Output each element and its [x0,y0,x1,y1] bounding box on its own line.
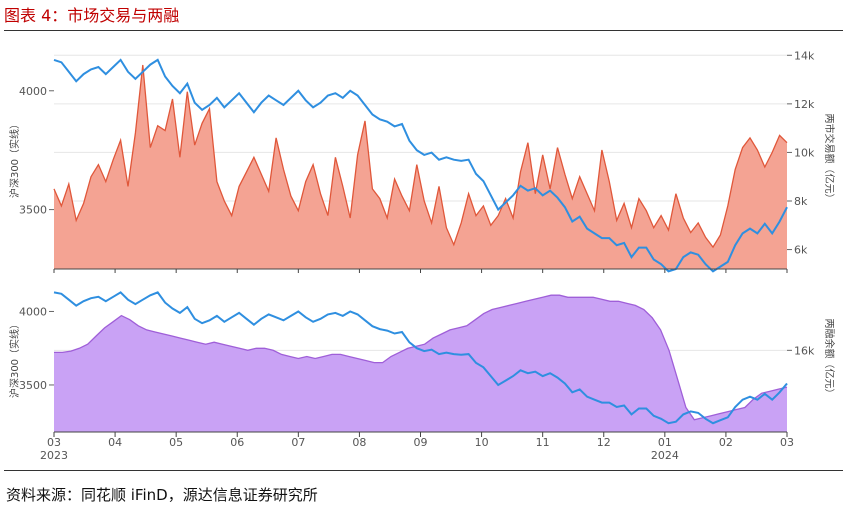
x-tick-label: 09 [414,436,428,449]
turnover-area [54,65,787,269]
x-tick-label: 10 [475,436,489,449]
x-tick-label: 01 [658,436,672,449]
x-tick-label: 03 [47,436,61,449]
x-tick-label: 06 [230,436,244,449]
footer-rule [4,470,843,471]
x-tick-label: 02 [719,436,733,449]
right-tick-label: 12k [794,98,815,111]
left-tick-label: 3500 [19,204,47,217]
left-axis-title: 沪深300（实线） [8,119,21,198]
right-tick-label: 14k [794,49,815,62]
x-tick-year: 2023 [40,449,68,462]
turnover-panel: 4000 3500 14k 12k 10k 8k 6k 沪深300（实线） 两市交易额（亿元） [8,49,836,273]
turnover-line [53,64,788,249]
right-tick-label: 16k [794,344,815,357]
x-tick-label: 08 [352,436,366,449]
csi300-line [53,58,788,273]
right-tick-label: 6k [794,244,808,257]
x-tick-label: 03 [780,436,794,449]
x-tick-label: 12 [597,436,611,449]
margin-area [54,295,787,432]
x-tick-year: 2024 [651,449,679,462]
x-tick-label: 11 [536,436,550,449]
csi300-line [53,291,788,425]
right-axis-title: 两融余额（亿元） [823,319,836,399]
right-tick-label: 10k [794,146,815,159]
margin-panel: 4000 3500 16k 沪深300（实线） 两融余额（亿元） [8,291,836,433]
figure-title: 图表 4：市场交易与两融 [4,6,180,25]
x-tick-label: 05 [169,436,183,449]
left-axis-title: 沪深300（实线） [8,319,21,398]
source-note: 资料来源：同花顺 iFinD，源达信息证券研究所 [6,486,318,504]
left-tick-label: 4000 [19,305,47,318]
right-tick-label: 8k [794,195,808,208]
margin-line [54,294,788,421]
left-tick-label: 3500 [19,379,47,392]
title-rule [4,30,843,31]
x-tick-label: 04 [108,436,122,449]
left-tick-label: 4000 [19,85,47,98]
right-axis-title: 两市交易额（亿元） [823,114,836,204]
x-tick-label: 07 [291,436,305,449]
